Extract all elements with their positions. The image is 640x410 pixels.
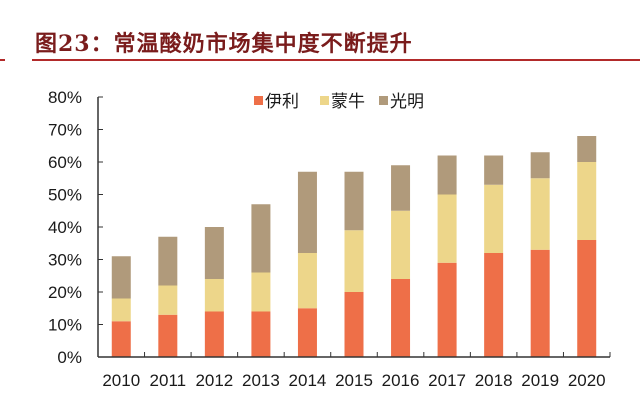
bar-2016-series-2 (391, 165, 411, 211)
title-rule (32, 59, 640, 61)
y-tick-label: 10% (48, 316, 82, 335)
bar-2018-series-2 (484, 155, 504, 185)
y-tick-label: 70% (48, 121, 82, 140)
bar-2014-series-1 (297, 253, 317, 309)
bar-2015-series-0 (344, 292, 364, 357)
y-tick-label: 40% (48, 218, 82, 237)
x-tick-label: 2011 (150, 371, 187, 390)
x-tick-label: 2020 (568, 371, 606, 390)
bar-2011-series-0 (158, 314, 178, 357)
bar-2010-series-1 (111, 298, 131, 322)
bar-2013-series-2 (251, 204, 271, 273)
bar-2019-series-0 (530, 249, 550, 357)
legend: 伊利 蒙牛 光明 (254, 92, 424, 112)
x-tick-label: 2010 (102, 371, 140, 390)
bar-2012-series-2 (204, 227, 224, 279)
bar-2018-series-0 (484, 253, 504, 357)
bar-2012-series-0 (204, 311, 224, 357)
y-tick-label: 80% (48, 88, 82, 107)
x-tick-labels: 2010 2011 2012 2013 2014 2015 2016 2017 2018 2019… (102, 371, 605, 390)
y-tick-labels: 0% 10% 20% 30% 40% 50% 60% 70% 80% (48, 88, 82, 367)
x-tick-label: 2016 (382, 371, 420, 390)
x-tick-label: 2018 (475, 371, 513, 390)
x-tick-label: 2012 (195, 371, 233, 390)
y-tick-label: 60% (48, 153, 82, 172)
bars-group (111, 136, 597, 357)
x-tick-label: 2019 (521, 371, 559, 390)
bar-2014-series-0 (297, 308, 317, 357)
legend-label-2: 光明 (390, 92, 424, 112)
bar-2017-series-1 (437, 194, 457, 263)
x-tick-label: 2015 (335, 371, 373, 390)
bar-2011-series-1 (158, 285, 178, 315)
bar-2010-series-2 (111, 256, 131, 299)
bar-2017-series-2 (437, 155, 457, 195)
bar-2019-series-2 (530, 152, 550, 179)
x-tick-label: 2014 (289, 371, 327, 390)
legend-swatch-2 (379, 96, 388, 105)
bar-2016-series-1 (391, 210, 411, 279)
y-tick-label: 50% (48, 186, 82, 205)
chart-title: 图23：常温酸奶市场集中度不断提升 (35, 31, 413, 57)
bar-2018-series-1 (484, 184, 504, 253)
bar-2020-series-2 (577, 136, 597, 162)
y-tick-label: 0% (57, 348, 82, 367)
bar-2020-series-0 (577, 240, 597, 357)
bar-2020-series-1 (577, 162, 597, 240)
legend-swatch-0 (254, 96, 263, 105)
bar-2014-series-2 (297, 171, 317, 253)
bar-2017-series-0 (437, 262, 457, 357)
bar-2013-series-1 (251, 272, 271, 312)
bar-2012-series-1 (204, 279, 224, 312)
bar-2015-series-2 (344, 171, 364, 231)
bar-2013-series-0 (251, 311, 271, 357)
bar-2011-series-2 (158, 236, 178, 286)
legend-label-1: 蒙牛 (331, 92, 365, 112)
x-tick-label: 2017 (428, 371, 466, 390)
bar-2016-series-0 (391, 279, 411, 357)
bar-2015-series-1 (344, 230, 364, 292)
axes-group (97, 96, 611, 358)
title-bar: 图23：常温酸奶市场集中度不断提升 (0, 0, 640, 64)
legend-label-0: 伊利 (265, 92, 299, 112)
x-tick-label: 2013 (242, 371, 280, 390)
y-tick-label: 20% (48, 283, 82, 302)
legend-swatch-1 (320, 96, 329, 105)
title-rule-left (0, 59, 5, 61)
bar-2010-series-0 (111, 321, 131, 357)
bar-2019-series-1 (530, 178, 550, 250)
y-tick-label: 30% (48, 251, 82, 270)
